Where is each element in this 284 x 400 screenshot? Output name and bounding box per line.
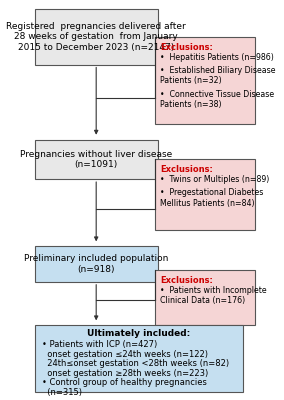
FancyBboxPatch shape [35, 9, 158, 64]
Text: • Patients with ICP (n=427): • Patients with ICP (n=427) [42, 340, 157, 349]
Text: onset gestation ≥28th weeks (n=223): onset gestation ≥28th weeks (n=223) [42, 369, 208, 378]
FancyBboxPatch shape [155, 37, 255, 124]
FancyBboxPatch shape [35, 325, 243, 392]
Text: Pregnancies without liver disease
(n=1091): Pregnancies without liver disease (n=109… [20, 150, 172, 169]
Text: •  Hepatitis Patients (n=986): • Hepatitis Patients (n=986) [160, 53, 274, 62]
FancyBboxPatch shape [35, 246, 158, 282]
Text: Exclusions:: Exclusions: [160, 165, 213, 174]
Text: onset gestation ≤24th weeks (n=122): onset gestation ≤24th weeks (n=122) [42, 350, 208, 359]
Text: (n=315): (n=315) [42, 388, 82, 397]
Text: 24th≤onset gestation <28th weeks (n=82): 24th≤onset gestation <28th weeks (n=82) [42, 359, 229, 368]
Text: Exclusions:: Exclusions: [160, 276, 213, 285]
Text: •  Pregestational Diabetes
Mellitus Patients (n=84): • Pregestational Diabetes Mellitus Patie… [160, 188, 264, 208]
Text: •  Connective Tissue Disease
Patients (n=38): • Connective Tissue Disease Patients (n=… [160, 90, 274, 109]
FancyBboxPatch shape [155, 159, 255, 230]
FancyBboxPatch shape [35, 140, 158, 179]
Text: Ultimately included:: Ultimately included: [87, 329, 190, 338]
Text: Registered  pregnancies delivered after
28 weeks of gestation  from January
2015: Registered pregnancies delivered after 2… [6, 22, 186, 52]
Text: •  Twins or Multiples (n=89): • Twins or Multiples (n=89) [160, 175, 269, 184]
Text: Preliminary included population
(n=918): Preliminary included population (n=918) [24, 254, 168, 274]
FancyBboxPatch shape [155, 270, 255, 325]
Text: •  Established Biliary Disease
Patients (n=32): • Established Biliary Disease Patients (… [160, 66, 275, 85]
Text: • Control group of healthy pregnancies: • Control group of healthy pregnancies [42, 378, 207, 387]
Text: Exclusions:: Exclusions: [160, 43, 213, 52]
Text: •  Patients with Incomplete
Clinical Data (n=176): • Patients with Incomplete Clinical Data… [160, 286, 267, 305]
